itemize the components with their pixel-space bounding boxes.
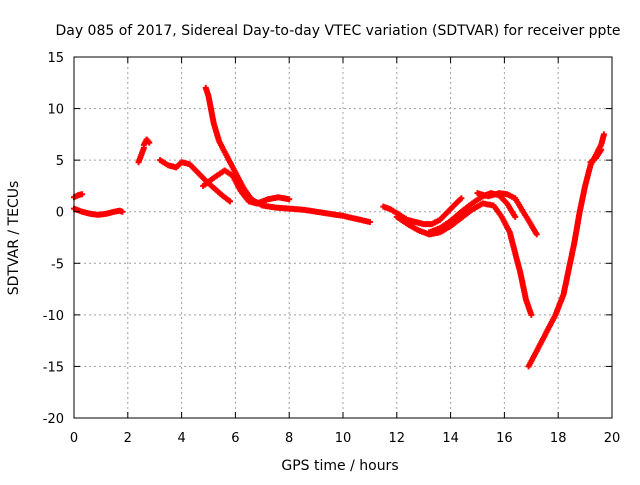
x-tick-label: 14 (442, 431, 459, 446)
data-series-arc-e (157, 157, 233, 205)
y-tick-label: 0 (56, 206, 64, 221)
y-tick-label: 5 (56, 154, 64, 169)
data-series-arc-c (135, 144, 147, 166)
y-tick-label: 10 (47, 103, 64, 118)
x-tick-label: 6 (231, 431, 239, 446)
data-series-arc-m (587, 146, 605, 166)
x-tick-label: 8 (285, 431, 293, 446)
data-series-arc-i (393, 200, 535, 318)
data-series-arc-g (200, 167, 293, 207)
data-series-arc-l (525, 131, 607, 370)
data-series-arc-k (474, 190, 540, 238)
data-series-arc-f (202, 84, 373, 225)
x-axis-ticks: 0 2 4 6 8 10 12 14 16 18 20 (70, 57, 620, 446)
data-marks (71, 84, 607, 370)
y-tick-label: 15 (47, 51, 64, 66)
x-axis-label: GPS time / hours (281, 458, 398, 474)
y-tick-label: -20 (43, 412, 64, 427)
y-tick-label: -5 (51, 257, 64, 272)
chart-title: Day 085 of 2017, Sidereal Day-to-day VTE… (55, 23, 620, 39)
data-series-arc-d (140, 136, 153, 148)
x-tick-label: 0 (70, 431, 78, 446)
x-tick-label: 2 (124, 431, 132, 446)
y-axis-label: SDTVAR / TECUs (6, 181, 22, 296)
x-tick-label: 4 (177, 431, 185, 446)
y-axis-ticks: 15 10 5 0 -5 -10 -15 -20 (43, 51, 612, 427)
grid (74, 57, 612, 418)
data-series-arc-a (71, 191, 86, 201)
x-tick-label: 12 (389, 431, 406, 446)
x-tick-label: 10 (335, 431, 352, 446)
x-tick-label: 18 (550, 431, 567, 446)
x-tick-label: 16 (496, 431, 513, 446)
x-tick-label: 20 (604, 431, 621, 446)
y-tick-label: -15 (43, 360, 64, 375)
y-tick-label: -10 (43, 309, 64, 324)
data-series-arc-h (380, 195, 465, 228)
